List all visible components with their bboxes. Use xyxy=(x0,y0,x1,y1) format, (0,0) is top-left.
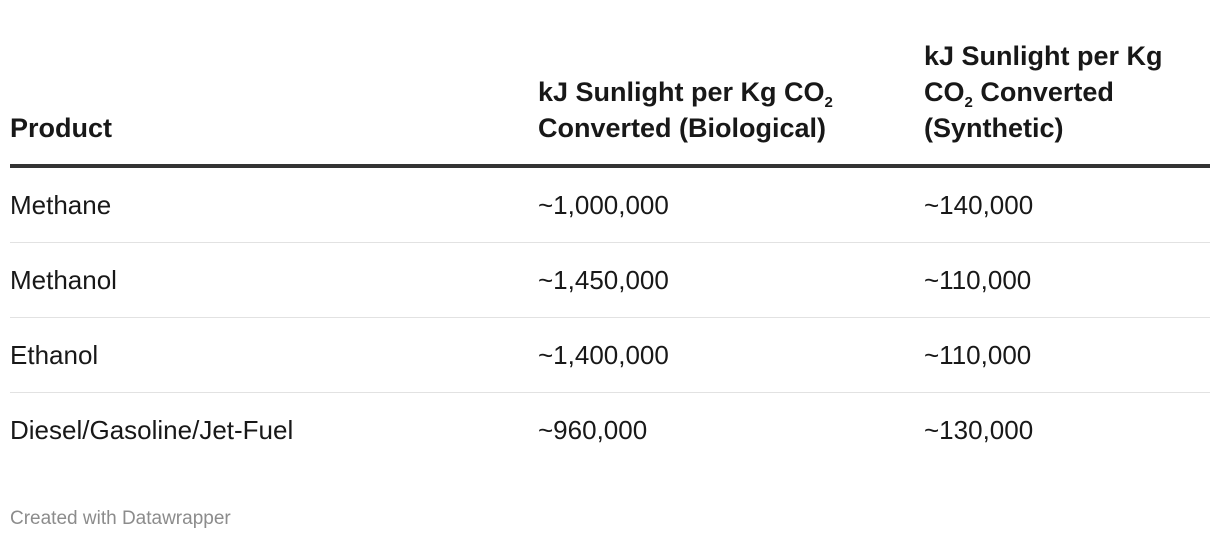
table-row: Methane ~1,000,000 ~140,000 xyxy=(10,168,1210,243)
table-cell: ~110,000 xyxy=(924,264,1032,295)
table-cell: Methanol xyxy=(10,264,117,295)
table-cell: ~110,000 xyxy=(924,339,1032,370)
header-text: kJ Sunlight per Kg CO xyxy=(924,41,1163,107)
table-body: Methane ~1,000,000 ~140,000 Methanol ~1,450,… xyxy=(10,168,1210,467)
header-row: Product kJ Sunlight per Kg CO2 Converted … xyxy=(10,40,1210,168)
table-cell: Methane xyxy=(10,189,112,220)
table-row: Ethanol ~1,400,000 ~110,000 xyxy=(10,318,1210,393)
footer: Created with Datawrapper xyxy=(10,508,231,529)
subscript: 2 xyxy=(824,94,833,111)
header-text: kJ Sunlight per Kg CO xyxy=(538,77,825,107)
header-text: Converted (Biological) xyxy=(538,113,827,143)
header-cell: kJ Sunlight per Kg CO2 Converted (Biologi… xyxy=(538,74,924,146)
table-cell: ~1,400,000 xyxy=(538,339,669,370)
table-cell: Ethanol xyxy=(10,339,99,370)
table-row: Diesel/Gasoline/Jet-Fuel ~960,000 ~130,000 xyxy=(10,393,1210,467)
table-cell: ~1,000,000 xyxy=(538,189,669,220)
table-cell: ~140,000 xyxy=(924,189,1034,220)
table: Product kJ Sunlight per Kg CO2 Converted … xyxy=(10,40,1210,467)
table-row: Methanol ~1,450,000 ~110,000 xyxy=(10,243,1210,318)
table-cell: ~130,000 xyxy=(924,414,1034,445)
header-cell: kJ Sunlight per Kg CO2 Converted (Synthe… xyxy=(924,38,1210,146)
header-text: Product xyxy=(10,113,113,143)
subscript: 2 xyxy=(964,94,973,111)
table-cell: Diesel/Gasoline/Jet-Fuel xyxy=(10,414,294,445)
table-cell: ~1,450,000 xyxy=(538,264,669,295)
header-cell: Product xyxy=(10,110,538,146)
header-text: Converted (Synthetic) xyxy=(924,77,1114,143)
table-cell: ~960,000 xyxy=(538,414,648,445)
